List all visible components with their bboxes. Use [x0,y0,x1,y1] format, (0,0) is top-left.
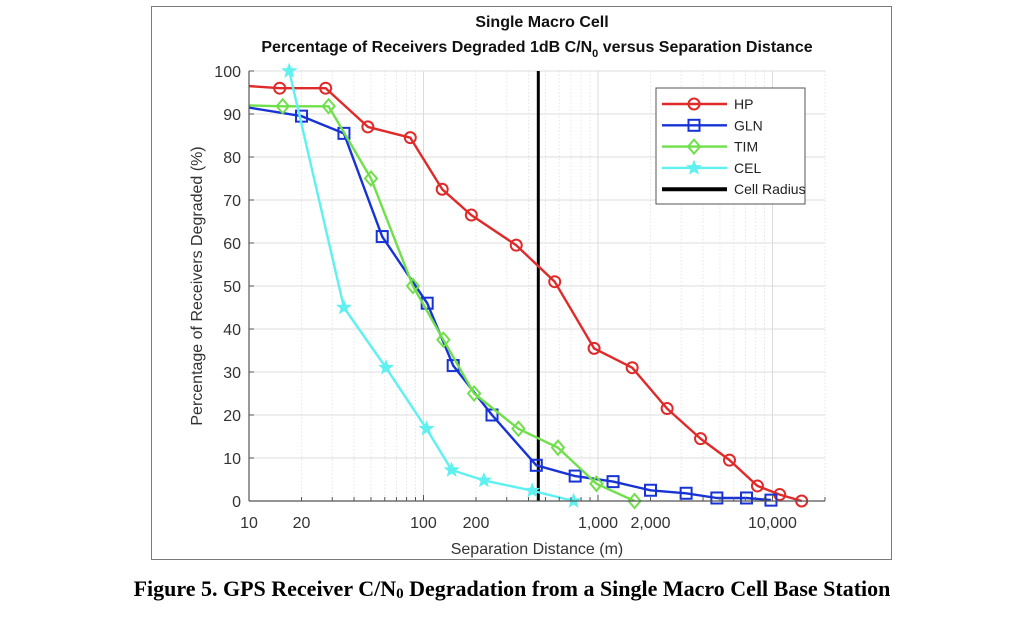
series-layer [248,62,809,510]
data-point-hp [722,453,736,467]
legend-label: TIM [734,139,758,155]
legend-label: HP [734,96,753,112]
data-point-gln [764,493,778,507]
x-tick-label: 20 [293,515,311,532]
data-point-cel [418,420,435,436]
data-point-hp [587,341,601,355]
axes: 0 10 20 30 40 50 60 70 80 90 100 10 20 100 200 1,000 2,0… [214,64,826,532]
data-point-gln [485,408,499,422]
data-point-hp [509,238,523,252]
data-point-tim [627,492,642,510]
x-tick-label: 2,000 [630,515,670,532]
legend-item-tim: TIM [662,138,758,156]
legend-item-cell-radius: Cell Radius [662,181,806,197]
legend-marker [687,118,701,132]
data-point-cel [281,62,298,78]
data-point-hp [435,182,449,196]
data-point-gln [679,486,693,500]
data-point-hp [319,81,333,95]
y-tick-label: 70 [223,193,241,210]
data-point-tim [436,331,451,349]
legend-item-hp: HP [662,96,753,112]
x-tick-label: 200 [463,515,490,532]
data-point-hp [464,208,478,222]
series-line-tim [248,104,635,503]
data-point-tim [405,277,421,295]
series-line-gln [248,106,772,502]
x-tick-label: 10 [240,515,258,532]
data-point-cel [443,461,460,477]
data-point-gln [529,458,543,472]
data-point-cel [335,299,352,315]
figure-caption: Figure 5. GPS Receiver C/N0 Degradation … [133,576,891,602]
y-tick-label: 10 [223,451,241,468]
chart-title: Single Macro Cell [475,14,608,31]
series-gln [248,106,778,507]
y-tick-label: 40 [223,322,241,339]
data-point-hp [660,402,674,416]
x-tick-label: 10,000 [748,515,797,532]
legend-marker [686,138,702,156]
x-tick-label: 1,000 [578,515,618,532]
data-point-hp [273,81,287,95]
data-point-tim [466,384,482,403]
data-point-hp [625,361,639,375]
legend: HP GLN TIM CEL Cell Radius [655,87,806,205]
legend-label: Cell Radius [734,181,806,197]
data-point-gln [710,491,724,505]
data-point-cel [524,482,541,498]
data-point-gln [337,126,351,140]
data-point-tim [321,97,336,115]
y-tick-label: 90 [223,107,241,124]
chart-subtitle: Percentage of Receivers Degraded 1dB C/N… [261,39,812,60]
legend-marker [687,97,701,111]
data-point-cel [565,492,582,508]
x-tick-label: 100 [410,515,437,532]
y-tick-label: 0 [232,494,241,511]
data-point-hp [750,479,764,493]
data-point-gln [568,469,582,483]
legend-label: GLN [734,117,763,133]
series-cel [281,62,582,508]
y-tick-label: 80 [223,150,241,167]
x-axis-label: Separation Distance (m) [451,541,624,558]
legend-item-cel: CEL [662,159,761,176]
data-point-hp [403,131,417,145]
data-point-gln [740,491,754,505]
data-point-gln [606,475,620,489]
data-point-tim [511,420,526,438]
data-point-hp [548,275,562,289]
legend-marker [685,159,703,175]
data-point-tim [589,475,604,493]
data-point-tim [550,439,566,457]
data-point-tim [363,169,379,188]
data-point-hp [694,432,708,446]
data-point-cel [378,359,395,375]
data-point-tim [275,97,291,115]
legend-label: CEL [734,160,761,176]
legend-item-gln: GLN [662,117,763,133]
series-hp [248,81,809,508]
data-point-hp [361,120,375,134]
y-tick-label: 100 [214,64,241,81]
y-axis-label: Percentage of Receivers Degraded (%) [189,146,206,425]
data-point-cel [475,472,492,488]
series-tim [248,97,642,510]
data-point-gln [644,483,658,497]
y-tick-label: 50 [223,279,241,296]
y-tick-label: 60 [223,236,241,253]
y-tick-label: 20 [223,408,241,425]
series-line-cel [288,70,574,503]
series-line-hp [248,84,803,503]
y-tick-label: 30 [223,365,241,382]
data-point-gln [375,230,389,244]
